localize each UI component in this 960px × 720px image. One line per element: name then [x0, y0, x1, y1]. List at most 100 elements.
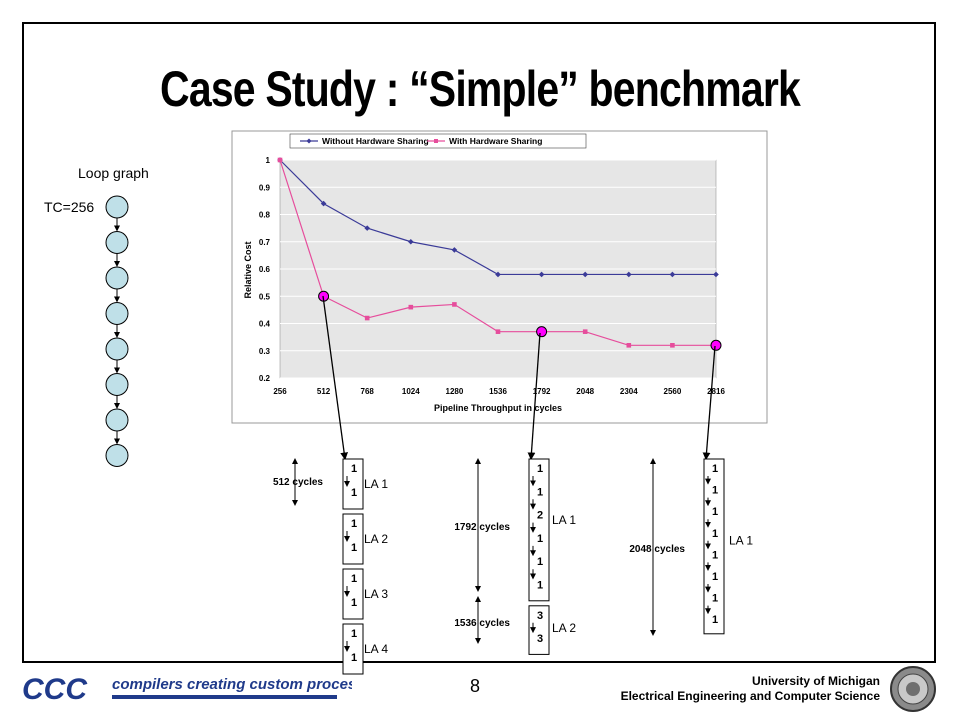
data-point-with-sharing	[408, 304, 414, 310]
schedule-group-box	[528, 458, 550, 602]
schedule-cell-value: 1	[351, 542, 357, 554]
tagline-underline	[112, 695, 337, 699]
legend-marker	[306, 138, 312, 144]
data-point-with-sharing	[364, 315, 370, 321]
schedule-group-box	[342, 458, 364, 510]
slide-title: Case Study : “Simple” benchmark	[160, 61, 801, 117]
schedule-group-label: LA 3	[364, 587, 388, 601]
y-tick-label: 0.7	[259, 238, 271, 247]
data-point-without-sharing	[538, 271, 545, 278]
connector-512	[322, 295, 348, 461]
schedule-cell-value: 1	[712, 571, 718, 583]
schedule-group-box	[528, 605, 550, 655]
schedule-cell-value: 2	[537, 510, 543, 522]
schedule-group: 1 1 LA 3	[342, 568, 388, 620]
loop-node	[105, 302, 129, 325]
schedule-cell-value: 1	[712, 614, 718, 626]
schedule-group-box	[342, 623, 364, 675]
data-point-with-sharing	[495, 329, 501, 334]
tagline: compilers creating custom processors	[112, 676, 352, 693]
schedule-1792-groups: 1 1 2 1 1 1 LA 1 3 3 LA 2	[528, 458, 576, 655]
schedule-512-groups: 1 1 LA 1 1 1 LA 2 1 1 LA 3 1 1 LA 4	[342, 458, 388, 675]
schedule-cell-value: 1	[537, 486, 543, 498]
data-point-with-sharing	[626, 343, 632, 348]
span-label-2048: 2048 cycles	[629, 544, 685, 555]
data-point-without-sharing	[495, 271, 501, 278]
schedule-cell-value: 1	[351, 518, 357, 530]
data-point-without-sharing	[364, 225, 370, 231]
data-point-without-sharing	[626, 271, 632, 278]
schedule-cell-value: 1	[351, 573, 357, 585]
schedule-cell-value: 1	[712, 528, 718, 540]
data-point-with-sharing	[582, 329, 588, 334]
legend-label-with-sharing: With Hardware Sharing	[449, 136, 542, 146]
schedule-cell-value: 1	[351, 597, 357, 609]
data-point-with-sharing	[277, 157, 283, 163]
x-tick-label: 1024	[402, 387, 420, 396]
y-tick-label: 0.9	[259, 183, 271, 192]
schedule-group: 3 3 LA 2	[528, 605, 576, 655]
loop-node	[105, 408, 129, 432]
loop-graph: Loop graph TC=256	[44, 165, 149, 467]
x-tick-label: 2560	[664, 387, 682, 396]
connector-2816	[702, 345, 716, 461]
data-point-without-sharing	[320, 200, 327, 207]
x-tick-label: 2816	[707, 387, 725, 396]
y-tick-label: 0.4	[259, 320, 271, 329]
schedule-cell-value: 1	[712, 593, 718, 605]
connector-1792	[527, 332, 541, 461]
schedule-1792: 1792 cycles 1536 cycles 1 1 2 1 1 1 LA 1 3 3 LA 2	[454, 458, 576, 655]
span-label-512: 512 cycles	[273, 477, 323, 488]
schedule-cell-value: 1	[537, 556, 543, 568]
schedule-group: 1 1 2 1 1 1 LA 1	[528, 458, 576, 602]
schedule-group-box	[342, 513, 364, 565]
data-point-with-sharing	[452, 302, 457, 307]
schedule-group-label: LA 1	[552, 513, 576, 527]
data-point-without-sharing	[713, 271, 719, 278]
university-name: University of Michigan	[751, 674, 880, 688]
legend-marker	[434, 139, 438, 143]
schedule-cell-value: 1	[351, 652, 357, 664]
highlighted-point	[536, 326, 548, 338]
y-tick-label: 1	[266, 156, 271, 165]
x-tick-label: 2304	[620, 387, 638, 396]
schedule-cell-value: 1	[537, 463, 543, 475]
schedule-cell-value: 1	[351, 463, 357, 475]
schedule-2816-groups: 1 1 1 1 1 1 1 1 LA 1	[703, 458, 753, 635]
schedule-group-label: LA 1	[364, 477, 388, 491]
schedule-group: 1 1 LA 4	[342, 623, 388, 675]
y-tick-label: 0.8	[259, 211, 271, 220]
schedule-cell-value: 3	[537, 610, 543, 622]
x-tick-label: 1792	[533, 387, 551, 396]
schedule-group: 1 1 1 1 1 1 1 1 LA 1	[703, 458, 753, 635]
loop-node	[105, 444, 129, 467]
department-name: Electrical Engineering and Computer Scie…	[620, 689, 880, 703]
schedule-cell-value: 1	[537, 580, 543, 592]
schedule-cell-value: 1	[712, 549, 718, 561]
page-number: 8	[470, 676, 481, 696]
highlighted-point	[710, 339, 722, 351]
schedule-group-label: LA 4	[364, 642, 388, 656]
loop-node	[105, 266, 129, 290]
y-tick-label: 0.2	[259, 374, 271, 383]
schedule-group-box	[342, 568, 364, 620]
x-tick-label: 2048	[576, 387, 594, 396]
ccc-logo-text: CCC	[22, 673, 88, 706]
loop-graph-nodes	[105, 195, 129, 467]
x-axis-label: Pipeline Throughput in cycles	[434, 403, 562, 413]
loop-node	[105, 337, 129, 361]
schedule-cell-value: 1	[712, 463, 718, 475]
x-tick-label: 1280	[446, 387, 464, 396]
loop-node	[105, 231, 129, 254]
schedule-cell-value: 1	[537, 533, 543, 545]
connector-lines	[322, 295, 716, 461]
schedule-group: 1 1 LA 2	[342, 513, 388, 565]
span-label-1792: 1792 cycles	[454, 522, 510, 533]
span-label-1536: 1536 cycles	[454, 618, 510, 629]
schedule-2816: 2048 cycles 1 1 1 1 1 1 1 1 LA 1	[629, 458, 753, 636]
schedule-cell-value: 1	[712, 485, 718, 497]
data-point-without-sharing	[669, 271, 676, 278]
loop-node	[105, 373, 129, 396]
schedule-cell-value: 3	[537, 633, 543, 645]
